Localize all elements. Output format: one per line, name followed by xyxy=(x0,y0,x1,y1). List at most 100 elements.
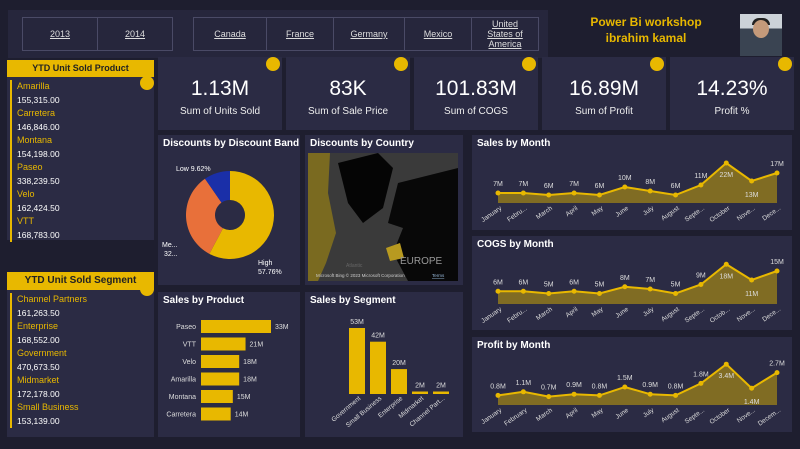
data-point[interactable] xyxy=(622,184,628,190)
list-item-name[interactable]: Small Business xyxy=(10,401,154,415)
kpi-card: 83K Sum of Sale Price xyxy=(286,57,410,130)
data-point[interactable] xyxy=(647,188,653,194)
donut-pct: 32... xyxy=(164,251,178,258)
data-point[interactable] xyxy=(596,392,602,398)
bar[interactable] xyxy=(201,372,240,386)
x-tick-label: April xyxy=(565,407,580,421)
data-point[interactable] xyxy=(723,160,729,166)
data-point[interactable] xyxy=(647,286,653,292)
data-label: 11M xyxy=(694,173,707,180)
bar[interactable] xyxy=(201,320,271,333)
bar-category-label: Velo xyxy=(182,359,196,366)
data-point[interactable] xyxy=(723,361,729,367)
country-slicer-germany[interactable]: Germany xyxy=(333,17,405,51)
kpi-card: 14.23% Profit % xyxy=(670,57,794,130)
x-tick-label: October xyxy=(708,406,732,425)
area-fill xyxy=(498,163,777,203)
list-item-name[interactable]: Channel Partners xyxy=(10,293,154,307)
map-terms-link[interactable]: Terms xyxy=(432,273,445,278)
list-item-name[interactable]: Carretera xyxy=(10,107,154,121)
data-point[interactable] xyxy=(495,288,501,294)
list-item-name[interactable]: Montana xyxy=(10,134,154,148)
area-fill xyxy=(498,264,777,304)
data-point[interactable] xyxy=(774,170,780,176)
data-point[interactable] xyxy=(622,284,628,290)
product-list: Amarilla 155,315.00 Carretera 146,846.00 Mon… xyxy=(7,77,154,242)
data-point[interactable] xyxy=(673,291,679,296)
bar[interactable] xyxy=(201,355,240,368)
map-ocean-label: Atlantic xyxy=(346,263,363,269)
list-item-name[interactable]: VTT xyxy=(10,215,154,229)
kpi-value: 16.89M xyxy=(568,77,640,100)
data-point[interactable] xyxy=(546,192,552,198)
bar[interactable] xyxy=(370,341,386,394)
sales-by-month-chart: 7M January 7M Febru... 6M March 7M April 6M May 10… xyxy=(480,160,784,224)
data-label: 6M xyxy=(544,183,554,190)
data-point[interactable] xyxy=(698,282,704,287)
list-item-name[interactable]: Government xyxy=(10,347,154,361)
bar[interactable] xyxy=(391,369,407,394)
list-item-name[interactable]: Midmarket xyxy=(10,374,154,388)
x-tick-label: Septe... xyxy=(684,407,707,426)
data-label: 0.8M xyxy=(592,383,608,390)
data-point[interactable] xyxy=(596,192,602,198)
data-point[interactable] xyxy=(749,277,755,283)
data-point[interactable] xyxy=(749,178,755,184)
bar[interactable] xyxy=(433,391,449,394)
country-slicer-usa[interactable]: United States of America xyxy=(471,17,539,51)
donut-slice-medium[interactable] xyxy=(186,178,223,254)
data-point[interactable] xyxy=(749,385,755,391)
list-item-name[interactable]: Velo xyxy=(10,188,154,202)
data-point[interactable] xyxy=(495,392,501,398)
data-point[interactable] xyxy=(774,268,780,274)
bar[interactable] xyxy=(201,390,233,403)
country-slicer-canada[interactable]: Canada xyxy=(193,17,267,51)
data-label: 3.4M xyxy=(718,373,734,380)
data-point[interactable] xyxy=(774,370,780,376)
x-tick-label: August xyxy=(660,205,681,222)
map-visual[interactable]: EUROPE Atlantic Microsoft Bing © 2023 Mi… xyxy=(308,153,458,281)
data-label: 13M xyxy=(745,192,759,199)
data-point[interactable] xyxy=(673,392,679,398)
data-label: 7M xyxy=(645,277,655,284)
data-point[interactable] xyxy=(647,391,653,397)
data-point[interactable] xyxy=(596,291,602,296)
list-item-name[interactable]: Amarilla xyxy=(10,80,154,94)
data-point[interactable] xyxy=(495,190,501,196)
kpi-label: Sum of Profit xyxy=(575,106,633,117)
data-point[interactable] xyxy=(698,380,704,386)
bar[interactable] xyxy=(349,328,365,394)
donut-label: Me... xyxy=(162,242,178,249)
year-slicer-2013[interactable]: 2013 xyxy=(22,17,98,51)
year-slicer-2014[interactable]: 2014 xyxy=(97,17,173,51)
data-point[interactable] xyxy=(546,291,552,296)
bar[interactable] xyxy=(201,407,231,421)
data-point[interactable] xyxy=(571,190,577,196)
data-label: 1.5M xyxy=(617,375,633,382)
sales-by-month-panel: Sales by Month 7M January 7M Febru... 6M Marc… xyxy=(472,135,792,230)
data-point[interactable] xyxy=(571,391,577,397)
data-point[interactable] xyxy=(622,384,628,390)
slicer-bar: 2013 2014 Canada France Germany Mexico U… xyxy=(8,10,548,58)
x-tick-label: Dece... xyxy=(761,306,782,324)
x-tick-label: May xyxy=(591,305,606,318)
donut-slice-high[interactable] xyxy=(209,171,274,259)
data-point[interactable] xyxy=(520,389,526,395)
list-item-name[interactable]: Enterprise xyxy=(10,320,154,334)
data-point[interactable] xyxy=(520,288,526,294)
donut-pct: 57.76% xyxy=(258,269,282,276)
bar[interactable] xyxy=(201,337,246,351)
donut-slice-low[interactable] xyxy=(204,171,230,203)
country-slicer-france[interactable]: France xyxy=(266,17,334,51)
list-item-value: 153,139.00 xyxy=(10,414,154,428)
list-item-name[interactable]: Paseo xyxy=(10,161,154,175)
data-point[interactable] xyxy=(571,288,577,294)
bar[interactable] xyxy=(412,391,428,394)
country-slicer-mexico[interactable]: Mexico xyxy=(404,17,472,51)
data-point[interactable] xyxy=(520,190,526,196)
data-point[interactable] xyxy=(698,182,704,188)
data-point[interactable] xyxy=(673,192,679,198)
data-point[interactable] xyxy=(723,261,729,267)
data-point[interactable] xyxy=(546,394,552,400)
